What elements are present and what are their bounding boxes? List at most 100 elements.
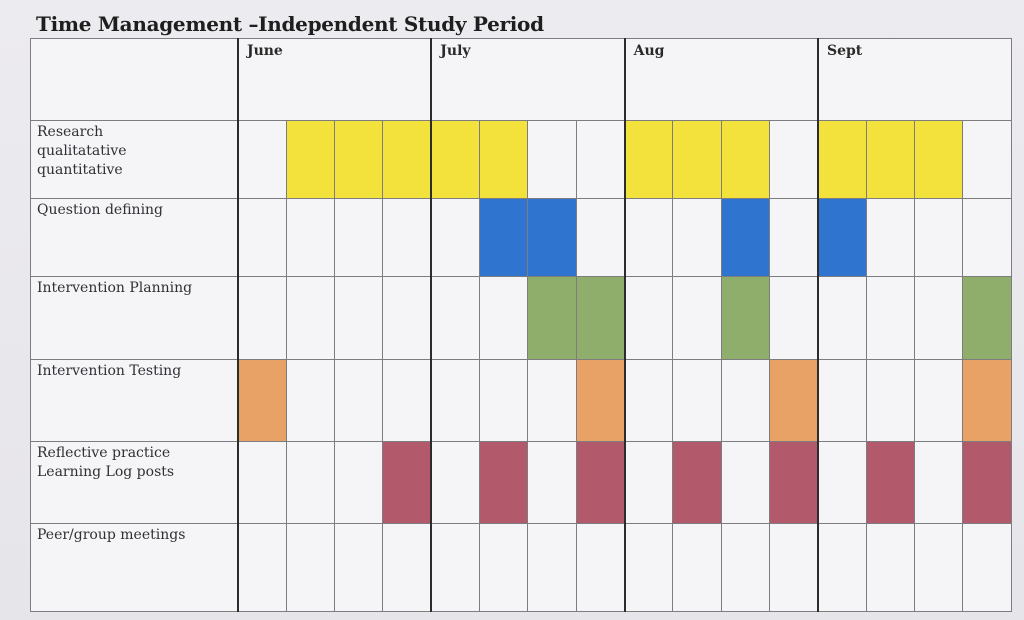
month-header-sept: Sept [816,37,1012,122]
scheduled-block [962,358,1012,442]
scheduled-block [769,358,819,442]
week-cell [962,198,1012,278]
week-cell [334,276,384,360]
week-cell [527,358,577,442]
week-cell [623,198,674,278]
week-cell [334,440,384,524]
week-cell [285,358,336,442]
task-row: Reflective practice Learning Log posts [29,440,1012,524]
week-cell [430,522,481,613]
scheduled-block [334,120,384,200]
week-cell [575,198,626,278]
week-cell [527,120,577,200]
week-cell [236,440,287,524]
task-row: Intervention Testing [29,358,1012,442]
month-header-june: June [236,37,432,122]
week-cell [865,198,916,278]
week-cell [575,522,626,613]
week-cell [720,522,771,613]
scheduled-block [623,120,674,200]
task-label: Question defining [29,198,239,278]
week-cell [334,198,384,278]
task-label: Research qualitatative quantitative [29,120,239,200]
scheduled-block [236,358,287,442]
week-cell [527,522,577,613]
week-cell [479,358,529,442]
week-cell [672,522,722,613]
week-cell [623,522,674,613]
week-cell [430,358,481,442]
month-header-aug: Aug [623,37,819,122]
week-cell [769,522,819,613]
week-cell [382,358,432,442]
week-cell [914,440,964,524]
scheduled-block [720,120,771,200]
week-cell [430,440,481,524]
week-cell [816,522,867,613]
header-row: June July Aug Sept [29,37,1012,122]
month-header-july: July [430,37,626,122]
scheduled-block [720,276,771,360]
scheduled-block [382,440,432,524]
week-cell [720,440,771,524]
task-label: Peer/group meetings [29,522,239,613]
scheduled-block [575,358,626,442]
scheduled-block [575,440,626,524]
scheduled-block [575,276,626,360]
week-cell [430,276,481,360]
task-label: Intervention Planning [29,276,239,360]
scheduled-block [672,440,722,524]
week-cell [769,276,819,360]
week-cell [914,522,964,613]
scheduled-block [865,440,916,524]
scheduled-block [285,120,336,200]
scheduled-block [962,440,1012,524]
week-cell [382,198,432,278]
scheduled-block [527,276,577,360]
scheduled-block [962,276,1012,360]
week-cell [816,276,867,360]
task-row: Peer/group meetings [29,522,1012,613]
week-cell [236,276,287,360]
week-cell [430,198,481,278]
scheduled-block [914,120,964,200]
week-cell [623,440,674,524]
week-cell [285,276,336,360]
week-cell [382,276,432,360]
week-cell [334,358,384,442]
week-cell [334,522,384,613]
scheduled-block [479,440,529,524]
week-cell [236,198,287,278]
task-row: Intervention Planning [29,276,1012,360]
week-cell [914,358,964,442]
week-cell [236,120,287,200]
scheduled-block [479,198,529,278]
week-cell [285,198,336,278]
scheduled-block [769,440,819,524]
task-row: Question defining [29,198,1012,278]
week-cell [672,276,722,360]
week-cell [769,120,819,200]
week-cell [236,522,287,613]
scheduled-block [816,120,867,200]
week-cell [865,358,916,442]
week-cell [285,522,336,613]
scheduled-block [865,120,916,200]
task-label: Reflective practice Learning Log posts [29,440,239,524]
week-cell [914,198,964,278]
week-cell [479,522,529,613]
week-cell [816,440,867,524]
week-cell [623,358,674,442]
week-cell [672,358,722,442]
week-cell [962,522,1012,613]
scheduled-block [382,120,432,200]
scheduled-block [720,198,771,278]
week-cell [285,440,336,524]
week-cell [865,276,916,360]
schedule-grid: June July Aug Sept Research qualitatativ… [29,37,1012,613]
corner-cell [29,37,239,122]
week-cell [816,358,867,442]
week-cell [623,276,674,360]
scheduled-block [479,120,529,200]
